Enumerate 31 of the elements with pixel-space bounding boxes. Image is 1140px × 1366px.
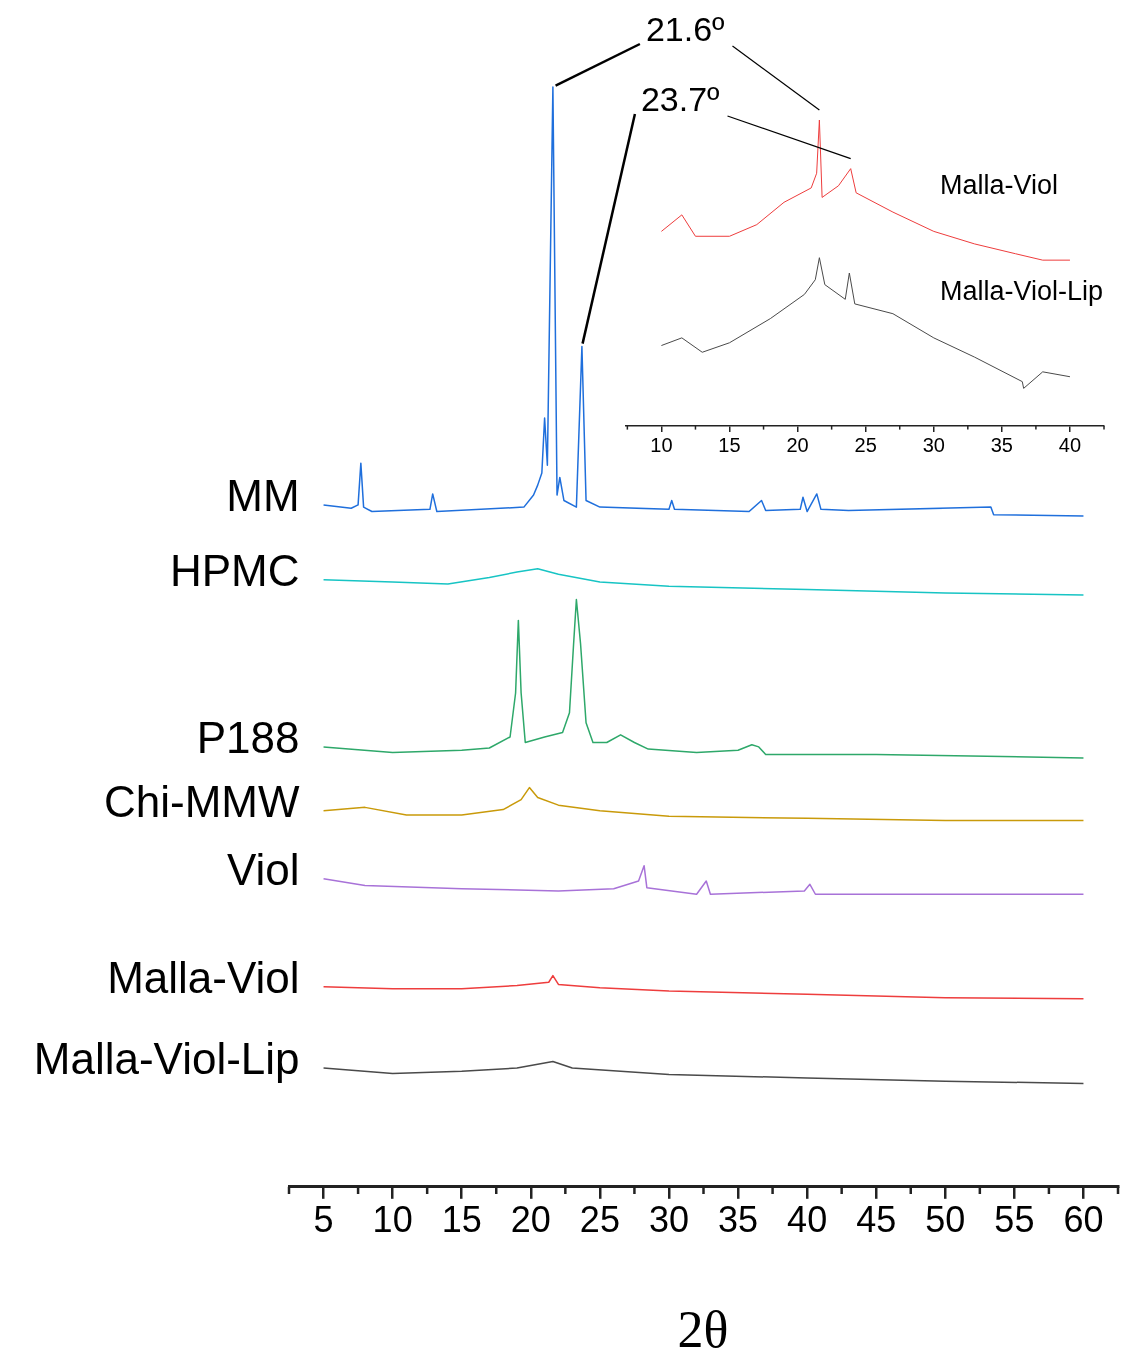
x-tick-label: 20 bbox=[786, 433, 809, 456]
annotation: 21.6º bbox=[645, 9, 725, 48]
x-tick-label: 20 bbox=[510, 1199, 551, 1241]
series-label: HPMC bbox=[169, 545, 300, 595]
annotation: 23.7º bbox=[640, 79, 720, 118]
x-tick-label: 30 bbox=[922, 433, 945, 456]
series-label: Malla-Viol bbox=[940, 169, 1059, 200]
series-label: P188 bbox=[196, 713, 300, 763]
x-tick-label: 50 bbox=[925, 1199, 966, 1241]
series-label: Malla-Viol-Lip bbox=[33, 1034, 300, 1084]
x-axis-title: 2θ bbox=[676, 1300, 730, 1359]
x-tick-label: 10 bbox=[650, 433, 673, 456]
x-tick-label: 40 bbox=[787, 1199, 828, 1241]
series-label: Chi-MMW bbox=[104, 776, 300, 826]
x-tick-label: 15 bbox=[441, 1199, 482, 1241]
x-tick-label: 5 bbox=[313, 1199, 334, 1241]
x-tick-label: 55 bbox=[994, 1199, 1035, 1241]
x-tick-label: 25 bbox=[579, 1199, 620, 1241]
x-tick-label: 40 bbox=[1058, 433, 1082, 456]
series-label: Viol bbox=[226, 845, 300, 894]
x-tick-label: 35 bbox=[718, 1199, 759, 1241]
x-tick-label: 60 bbox=[1063, 1199, 1104, 1241]
x-tick-label: 35 bbox=[990, 433, 1013, 456]
x-tick-label: 10 bbox=[372, 1199, 413, 1241]
series-label: Malla-Viol-Lip bbox=[940, 276, 1104, 307]
series-label: MM bbox=[226, 471, 300, 521]
x-tick-label: 45 bbox=[856, 1199, 897, 1241]
x-tick-label: 30 bbox=[648, 1199, 689, 1241]
x-tick-label: 15 bbox=[718, 433, 741, 456]
series-label: Malla-Viol bbox=[107, 952, 300, 1002]
x-tick-label: 25 bbox=[854, 433, 877, 456]
